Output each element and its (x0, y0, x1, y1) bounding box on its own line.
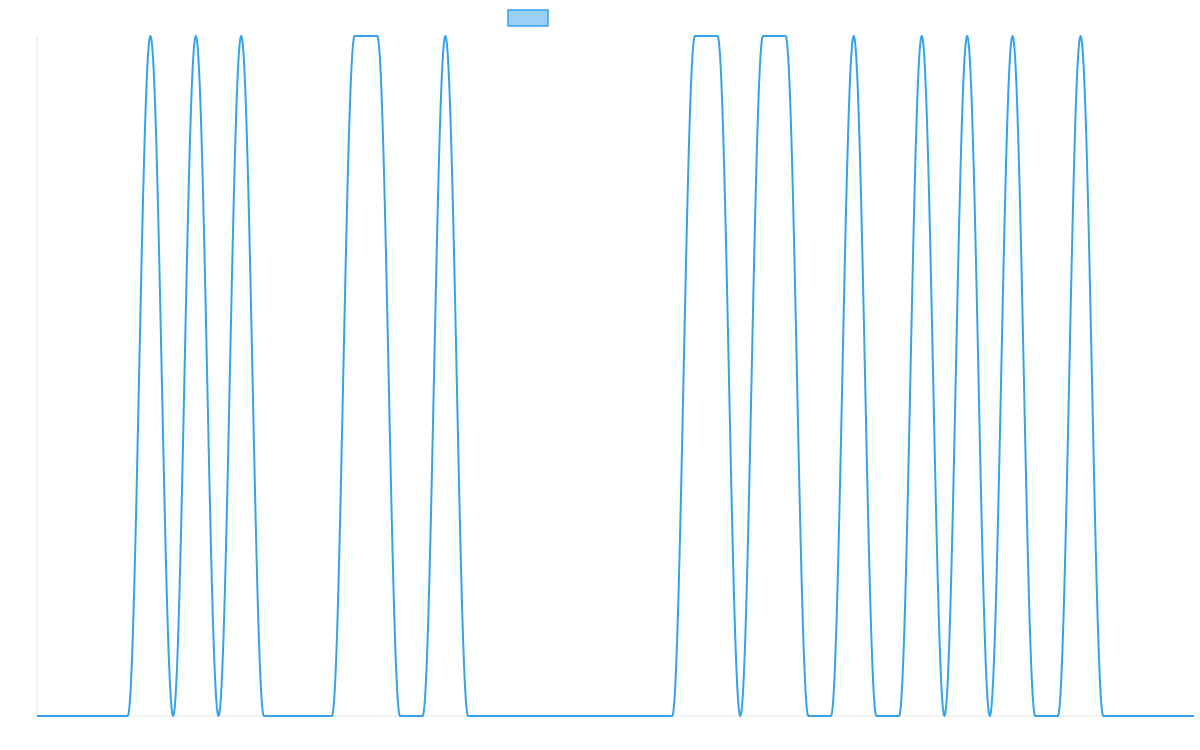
data-point[interactable] (715, 33, 721, 39)
data-point[interactable] (1100, 713, 1106, 719)
data-point[interactable] (851, 33, 857, 39)
data-point[interactable] (261, 713, 267, 719)
data-point[interactable] (1078, 33, 1084, 39)
series-layer (34, 33, 1197, 719)
data-point[interactable] (193, 33, 199, 39)
data-point[interactable] (397, 713, 403, 719)
data-point[interactable] (987, 713, 993, 719)
data-point[interactable] (374, 33, 380, 39)
data-point[interactable] (692, 33, 698, 39)
data-point[interactable] (828, 713, 834, 719)
data-point[interactable] (919, 33, 925, 39)
data-point[interactable] (1032, 713, 1038, 719)
data-point[interactable] (352, 33, 358, 39)
data-point[interactable] (896, 713, 902, 719)
data-point[interactable] (1010, 33, 1016, 39)
data-point[interactable] (964, 33, 970, 39)
data-point[interactable] (783, 33, 789, 39)
data-point[interactable] (329, 713, 335, 719)
data-point[interactable] (442, 33, 448, 39)
data-point[interactable] (941, 713, 947, 719)
data-point[interactable] (34, 713, 40, 719)
data-point[interactable] (215, 713, 221, 719)
data-point[interactable] (125, 713, 131, 719)
data-point[interactable] (147, 33, 153, 39)
data-point[interactable] (1123, 713, 1129, 719)
data-point[interactable] (170, 713, 176, 719)
legend[interactable] (507, 9, 549, 27)
series-line-0[interactable] (37, 35, 1194, 717)
data-point[interactable] (669, 713, 675, 719)
data-point[interactable] (238, 33, 244, 39)
legend-swatch[interactable] (507, 9, 549, 27)
data-point[interactable] (465, 713, 471, 719)
data-point[interactable] (737, 713, 743, 719)
data-point[interactable] (1055, 713, 1061, 719)
data-point[interactable] (760, 33, 766, 39)
data-point[interactable] (420, 713, 426, 719)
data-point[interactable] (488, 713, 494, 719)
data-point[interactable] (873, 713, 879, 719)
data-point[interactable] (1191, 713, 1197, 719)
axes (36, 36, 1194, 717)
data-point[interactable] (805, 713, 811, 719)
